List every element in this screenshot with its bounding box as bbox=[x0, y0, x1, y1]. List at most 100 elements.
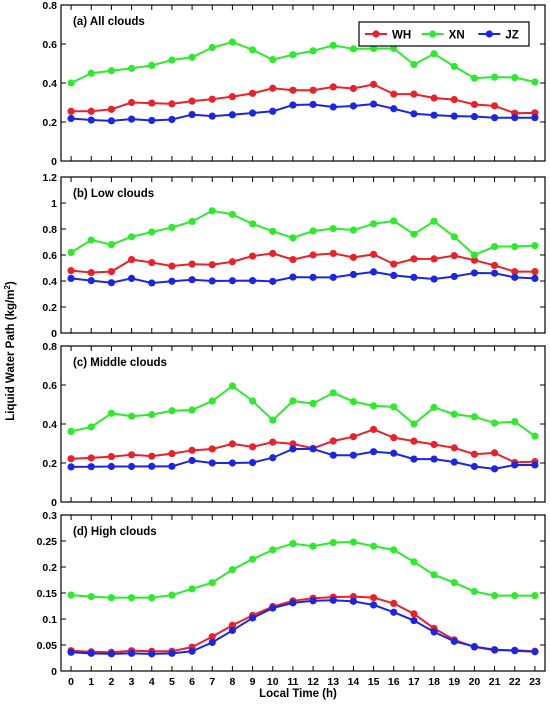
panel-4-ytick-label: 0.3 bbox=[42, 510, 57, 522]
panel-2-xn-point bbox=[289, 234, 297, 242]
panel-2-wh-point bbox=[127, 255, 136, 264]
panel-4-xn-point bbox=[390, 546, 398, 554]
panel-4-jz-point bbox=[470, 642, 479, 651]
panel-1-series-wh-line bbox=[71, 83, 535, 115]
panel-3-jz-point bbox=[410, 455, 418, 463]
panel-4-xn-point bbox=[107, 594, 116, 602]
panel-2-ytick-label: 0.2 bbox=[42, 302, 57, 314]
panel-2-xn-point bbox=[430, 217, 438, 225]
panel-1-xn-point bbox=[148, 61, 156, 70]
panel-3-wh-point bbox=[390, 434, 398, 442]
panel-2-xn-point bbox=[188, 217, 196, 226]
panel-1-jz-point bbox=[329, 103, 337, 111]
panel-2-jz-point bbox=[248, 277, 257, 285]
panel-2-jz-point bbox=[208, 277, 216, 285]
panel-1-wh-point bbox=[107, 105, 116, 113]
panel-3-wh-point bbox=[127, 451, 136, 459]
panel-3-wh-point bbox=[410, 437, 418, 445]
panel-2-wh-point bbox=[390, 260, 398, 268]
panel-3-wh-point bbox=[430, 440, 438, 449]
panel-4-ytick-label: 0 bbox=[51, 666, 57, 678]
panel-3-jz-point bbox=[168, 462, 176, 470]
xtick-label: 21 bbox=[489, 676, 501, 688]
panel-4-xn-point bbox=[168, 591, 176, 599]
panel-1-wh-point bbox=[410, 90, 418, 98]
panel-2-xn-point bbox=[369, 220, 378, 228]
panel-3-jz-point bbox=[87, 463, 95, 471]
panel-1-wh-point bbox=[87, 107, 95, 115]
xtick-label: 11 bbox=[287, 676, 298, 688]
panel-4-wh-point bbox=[410, 610, 418, 618]
panel-1-jz-point bbox=[450, 112, 458, 120]
panel-2-jz-point bbox=[430, 275, 438, 283]
panel-2-wh-point bbox=[531, 268, 539, 276]
panel-1-jz-point bbox=[390, 105, 398, 113]
panel-3-xn-point bbox=[248, 397, 257, 405]
panel-3-jz-point bbox=[289, 445, 297, 453]
panel-3-wh-point bbox=[188, 446, 196, 454]
xtick-label: 1 bbox=[88, 676, 94, 688]
panel-2-jz-point bbox=[349, 270, 358, 279]
panel-1-jz-point bbox=[168, 115, 176, 124]
panel-3-jz-point bbox=[349, 451, 358, 459]
panel-1-xn-point bbox=[188, 53, 196, 61]
panel-4-jz-point bbox=[107, 650, 116, 658]
panel-2-ytick-label: 0.4 bbox=[42, 276, 57, 288]
panel-3-xn-point bbox=[87, 423, 95, 431]
panel-1-wh-point bbox=[390, 90, 398, 98]
panel-3-series-wh-line bbox=[71, 428, 535, 464]
panel-3-frame bbox=[60, 345, 546, 503]
panel-2-jz-point bbox=[127, 274, 136, 282]
panel-1-jz-point bbox=[248, 109, 257, 117]
panel-3-wh-point bbox=[208, 445, 216, 453]
panel-1-xn-point bbox=[390, 44, 398, 53]
y-axis-title-sup: 2 bbox=[3, 285, 12, 290]
panel-3-wh-point bbox=[369, 425, 378, 434]
x-axis-title: Local Time (h) bbox=[259, 688, 337, 700]
xtick-label: 20 bbox=[469, 676, 481, 688]
panel-4-jz-point bbox=[289, 599, 297, 607]
panel-1-jz-point bbox=[470, 112, 479, 121]
panel-4-jz-point bbox=[208, 638, 216, 647]
xtick-label: 10 bbox=[267, 676, 279, 688]
panel-3-wh-point bbox=[107, 452, 116, 461]
panel-1-wh-point bbox=[148, 99, 156, 107]
panel-4-xn-point bbox=[208, 579, 216, 587]
panel-2-xn-point bbox=[470, 251, 479, 259]
y-axis-title-close: ) bbox=[5, 281, 17, 285]
legend: WH XN JZ bbox=[358, 21, 530, 47]
panel-4-ytick-label: 0.05 bbox=[37, 640, 58, 652]
panel-2-xn-point bbox=[87, 236, 95, 244]
xtick-label: 6 bbox=[189, 676, 195, 688]
panel-3-wh-point bbox=[349, 433, 358, 441]
panel-1: 0 0.2 0.4 0.6 0.8 (a) All clouds bbox=[42, 0, 546, 168]
panel-3-wh-point bbox=[490, 449, 499, 457]
xtick-label: 18 bbox=[428, 676, 440, 688]
panel-3-xn-point bbox=[531, 432, 539, 440]
panel-4-jz-point bbox=[369, 601, 378, 609]
panel-2-jz-point bbox=[148, 279, 156, 287]
xtick-label: 2 bbox=[108, 676, 114, 688]
panel-3-jz-point bbox=[430, 455, 438, 463]
panel-2-jz-point bbox=[531, 274, 539, 282]
panel-2-jz-point bbox=[188, 276, 196, 284]
panel-3-xn-point bbox=[208, 397, 216, 405]
panel-4-wh-point bbox=[369, 594, 378, 602]
panel-2-wh-point bbox=[269, 249, 277, 258]
panel-1-xn-point bbox=[208, 43, 216, 52]
xtick-label: 22 bbox=[509, 676, 521, 688]
panel-1-wh-point bbox=[289, 86, 297, 94]
panel-4-jz-point bbox=[309, 597, 317, 605]
panel-1-jz-point bbox=[490, 114, 499, 122]
panel-2-xn-point bbox=[67, 248, 75, 256]
panel-3-xn-point bbox=[289, 397, 297, 405]
panel-4-series-xn-line bbox=[71, 541, 535, 599]
panel-3-xn-point bbox=[490, 419, 499, 427]
panel-4-xn-point bbox=[248, 555, 257, 563]
panel-1-xn-point bbox=[349, 45, 358, 53]
panel-3-series-xn-line bbox=[70, 384, 536, 437]
panel-2-xn-point bbox=[329, 225, 337, 233]
panel-4-jz-point bbox=[248, 614, 257, 622]
panel-2-wh-point bbox=[168, 262, 176, 270]
